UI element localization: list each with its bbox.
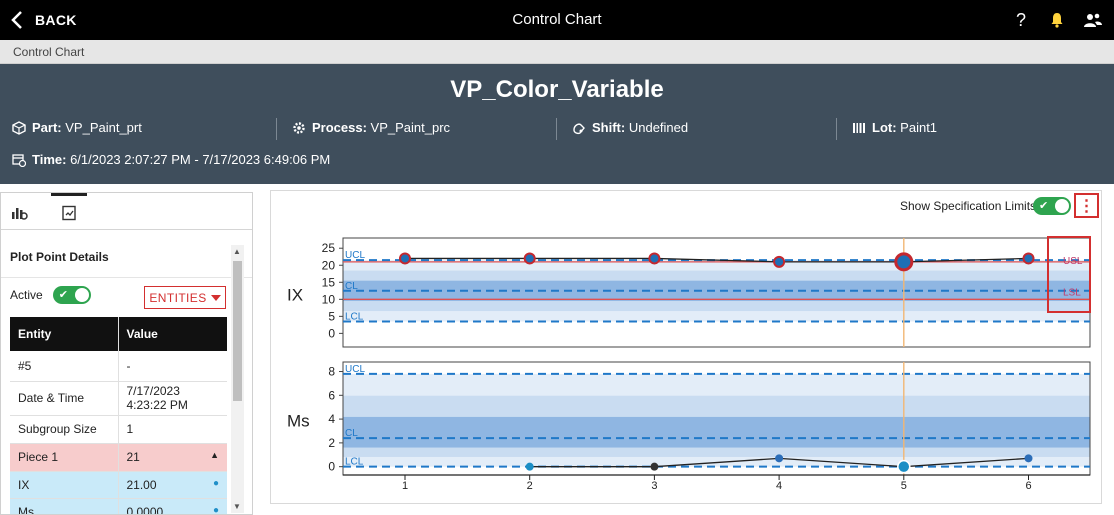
cl-label: CL	[345, 281, 358, 292]
lot-icon	[853, 122, 865, 133]
control-chart: UCLCLLCLUSLLSL2520151050IXUCLCLLCL86420M…	[287, 236, 1091, 492]
y-tick-label: 25	[322, 241, 336, 255]
bell-icon[interactable]	[1046, 8, 1068, 32]
data-point[interactable]	[894, 252, 914, 272]
y-tick-label: 4	[328, 412, 335, 426]
x-tick-label: 2	[527, 480, 533, 492]
calendar-clock-icon	[12, 153, 26, 167]
panel-tabs	[1, 193, 252, 230]
help-icon[interactable]: ?	[1015, 9, 1026, 30]
y-tick-label: 6	[328, 388, 335, 402]
back-button[interactable]: BACK	[10, 8, 77, 32]
tab-plot-point-details[interactable]	[51, 193, 87, 230]
table-row[interactable]: Date & Time 7/17/2023 4:23:22 PM	[10, 381, 227, 416]
data-point[interactable]	[773, 255, 786, 268]
lot-info: Lot: Paint1	[852, 120, 937, 135]
ucl-label: UCL	[345, 250, 365, 261]
col-value: Value	[117, 317, 227, 351]
data-point[interactable]	[1022, 252, 1035, 265]
app-title: Control Chart	[512, 11, 602, 28]
data-point[interactable]	[775, 454, 784, 463]
active-toggle[interactable]: ✔	[52, 286, 91, 304]
shift-icon	[573, 123, 585, 134]
y-tick-label: 2	[328, 436, 335, 450]
usl-label: USL	[1063, 256, 1083, 267]
details-icon	[62, 205, 76, 221]
lcl-label: LCL	[345, 311, 364, 322]
data-point[interactable]	[525, 462, 534, 471]
check-icon: ✔	[58, 289, 68, 301]
x-tick-label: 3	[651, 480, 657, 492]
more-options-button[interactable]: ⋮	[1074, 193, 1099, 218]
chart-header: VP_Color_Variable Part: VP_Paint_prt Pro…	[0, 64, 1114, 184]
x-tick-label: 6	[1025, 480, 1031, 492]
entities-button[interactable]: ENTITIES	[144, 286, 226, 309]
ucl-label: UCL	[345, 364, 365, 375]
time-info: Time: 6/1/2023 2:07:27 PM - 7/17/2023 6:…	[12, 152, 330, 167]
y-tick-label: 10	[322, 292, 336, 306]
y-tick-label: 5	[328, 309, 335, 323]
y-tick-label: 15	[322, 275, 336, 289]
y-tick-label: 20	[322, 258, 336, 272]
table-row[interactable]: #5 -	[10, 351, 227, 382]
y-tick-label: 0	[328, 460, 335, 474]
x-tick-label: 4	[776, 480, 782, 492]
panel-scrollbar[interactable]: ▲ ▼	[231, 245, 244, 513]
chevron-left-icon	[11, 11, 22, 29]
table-row-piece[interactable]: Piece 1 21 ▲	[10, 443, 227, 472]
chart-title: VP_Color_Variable	[450, 76, 664, 103]
plot-point-panel: Plot Point Details Active ✔ ENTITIES Ent…	[0, 192, 253, 515]
zone-c-band	[343, 416, 1090, 448]
panel-title: Plot Point Details	[10, 250, 109, 264]
dot-icon: ●	[212, 477, 219, 489]
data-point[interactable]	[648, 252, 661, 265]
data-point[interactable]	[650, 462, 659, 471]
users-icon[interactable]	[1082, 8, 1104, 32]
breadcrumb[interactable]: Control Chart	[0, 40, 1114, 64]
gear-icon	[293, 121, 305, 134]
spec-limits-label: Show Specification Limits	[900, 199, 1037, 213]
data-point[interactable]	[523, 252, 536, 265]
spec-limits-toggle[interactable]: ✔	[1033, 197, 1071, 215]
active-label: Active	[10, 288, 43, 302]
spec-highlight-box	[1047, 236, 1091, 313]
top-bar: BACK Control Chart ?	[0, 0, 1114, 40]
x-tick-label: 5	[901, 480, 907, 492]
collapse-icon[interactable]: ▲	[210, 450, 219, 460]
series-title: Ms	[287, 412, 310, 431]
shift-info: Shift: Undefined	[572, 120, 688, 135]
zone-c-band	[343, 280, 1090, 301]
x-tick-label: 1	[402, 480, 408, 492]
plot-point-table: Entity Value #5 - Date & Time 7/17/2023 …	[10, 317, 227, 515]
data-point[interactable]	[1024, 454, 1033, 463]
data-point[interactable]	[399, 252, 411, 265]
lsl-label: LSL	[1063, 287, 1081, 298]
table-row[interactable]: Subgroup Size 1	[10, 415, 227, 444]
lcl-label: LCL	[345, 457, 364, 468]
series-line	[405, 257, 1029, 263]
table-row-ms[interactable]: Ms 0.0000 ●	[10, 498, 227, 515]
tab-chart-settings[interactable]	[1, 193, 37, 230]
part-info: Part: VP_Paint_prt	[12, 120, 142, 135]
series-title: IX	[287, 286, 303, 305]
y-tick-label: 0	[328, 326, 335, 340]
check-icon: ✔	[1039, 200, 1049, 212]
caret-down-icon	[210, 294, 221, 301]
control-chart-panel: Show Specification Limits ✔ ⋮ UCL CL LCL US…	[270, 190, 1102, 504]
dot-icon: ●	[212, 504, 219, 515]
process-info: Process: VP_Paint_prc	[292, 120, 450, 135]
data-point[interactable]	[897, 459, 911, 474]
col-entity: Entity	[10, 317, 118, 351]
entities-label: ENTITIES	[149, 290, 207, 305]
back-label: BACK	[35, 12, 77, 28]
cl-label: CL	[345, 428, 358, 439]
box-icon	[12, 120, 26, 135]
chart-settings-icon	[12, 207, 28, 220]
table-row-ix[interactable]: IX 21.00 ●	[10, 471, 227, 499]
y-tick-label: 8	[328, 365, 335, 379]
